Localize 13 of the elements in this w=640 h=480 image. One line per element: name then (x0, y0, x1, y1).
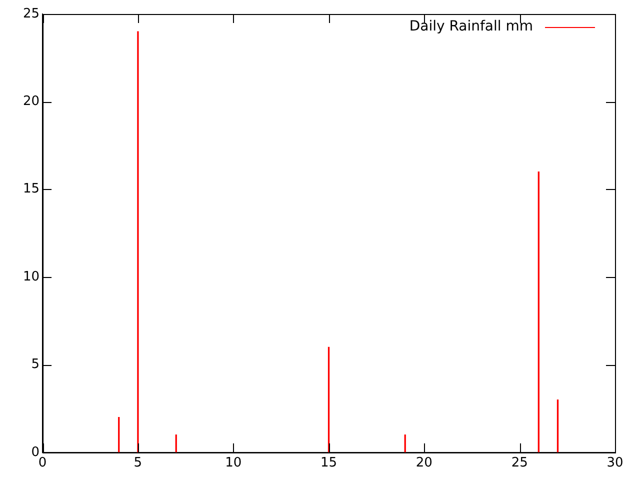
x-tick-label: 15 (320, 456, 338, 471)
x-tick-label: 25 (511, 456, 528, 471)
x-tick-label: 30 (606, 456, 624, 471)
y-tick-label: 15 (22, 182, 40, 197)
y-tick-label: 0 (31, 444, 40, 460)
y-tick-label: 10 (22, 269, 40, 284)
x-tick-label: 10 (225, 456, 242, 471)
legend-label: Daily Rainfall mm (409, 18, 533, 35)
y-tick-label: 20 (22, 94, 40, 110)
y-tick-label: 25 (22, 6, 40, 22)
x-tick-label: 20 (416, 456, 432, 471)
x-tick-label: 5 (134, 456, 142, 471)
y-tick-label: 5 (31, 357, 40, 372)
